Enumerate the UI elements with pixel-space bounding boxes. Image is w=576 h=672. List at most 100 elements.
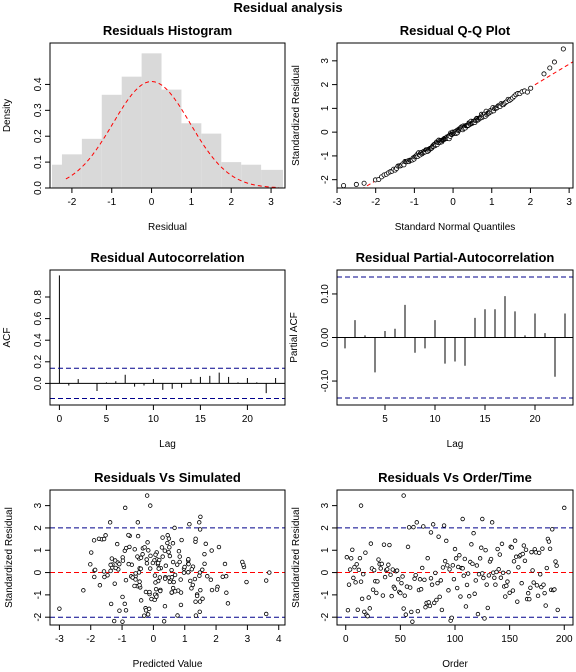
- residual-point: [521, 543, 527, 548]
- x-tick-label: 0: [450, 197, 456, 208]
- x-tick-label: 0: [149, 197, 155, 208]
- residual-point: [479, 545, 484, 550]
- residual-point: [158, 588, 163, 594]
- residual-point: [91, 538, 97, 543]
- residual-point: [423, 605, 428, 610]
- residual-point: [92, 567, 98, 573]
- x-tick-label: -2: [371, 197, 380, 208]
- residual-point: [546, 539, 552, 544]
- residual-point: [504, 583, 509, 589]
- x-tick-label: 15: [195, 414, 207, 425]
- residual-point: [411, 524, 416, 530]
- residual-point: [494, 569, 499, 575]
- residual-point: [152, 597, 157, 603]
- residual-point: [365, 613, 370, 619]
- residual-point: [127, 544, 132, 550]
- residual-point: [457, 553, 462, 558]
- x-tick-label: -2: [67, 197, 76, 208]
- residual-point: [469, 542, 474, 547]
- residual-point: [402, 593, 407, 598]
- residual-point: [405, 544, 411, 550]
- residual-point: [135, 554, 140, 559]
- y-tick-label: 2: [33, 525, 44, 531]
- residual-point: [453, 556, 459, 561]
- residual-point: [477, 556, 483, 561]
- residual-point: [126, 561, 131, 567]
- histogram-bar: [221, 162, 242, 188]
- x-tick-label: 1: [182, 634, 188, 645]
- y-axis-label: Standardized Residual: [291, 65, 302, 166]
- residual-point: [538, 572, 543, 577]
- residual-point: [371, 567, 377, 573]
- y-axis-label: Standardized Residual: [291, 507, 302, 608]
- residual-point: [264, 611, 269, 617]
- residual-point: [153, 552, 158, 557]
- y-tick-label: 0.8: [33, 290, 44, 304]
- residual-point: [57, 606, 62, 611]
- histogram-bar: [261, 169, 284, 188]
- chart-title: Residuals Vs Simulated: [94, 470, 241, 485]
- qq-point: [361, 180, 367, 186]
- residual-point: [179, 537, 184, 543]
- residual-point: [359, 596, 365, 602]
- residual-point: [413, 572, 418, 578]
- residual-point: [422, 577, 427, 583]
- residual-point: [450, 563, 456, 568]
- residual-point: [167, 553, 173, 559]
- residual-point: [169, 575, 175, 580]
- residual-point: [344, 555, 350, 560]
- residual-point: [108, 601, 114, 607]
- residual-point: [553, 559, 558, 564]
- residual-point: [114, 541, 120, 547]
- qq-point: [524, 89, 530, 95]
- residual-point: [148, 553, 153, 559]
- x-tick-label: 5: [104, 414, 110, 425]
- residual-point: [113, 565, 118, 571]
- residual-point: [101, 569, 107, 574]
- residual-point: [375, 579, 380, 584]
- residual-point: [472, 591, 477, 596]
- residual-point: [186, 557, 191, 562]
- residual-point: [520, 551, 525, 557]
- residual-point: [473, 578, 478, 583]
- residual-point: [169, 590, 174, 595]
- residual-point: [178, 577, 183, 582]
- residual-point: [484, 582, 489, 587]
- residual-point: [178, 602, 184, 608]
- residual-point: [480, 516, 485, 522]
- residual-point: [103, 533, 108, 538]
- residual-point: [123, 577, 129, 583]
- y-tick-label: -2: [33, 612, 44, 621]
- residual-point: [368, 541, 374, 546]
- residual-point: [488, 556, 494, 562]
- histogram-bar: [101, 94, 122, 188]
- residual-point: [406, 525, 412, 530]
- residual-point: [107, 520, 113, 525]
- residual-point: [153, 586, 159, 592]
- residual-point: [398, 590, 403, 596]
- residual-point: [449, 615, 454, 621]
- residual-point: [471, 531, 476, 536]
- x-tick-label: 1: [489, 197, 495, 208]
- residual-point: [144, 561, 150, 566]
- residual-point: [202, 551, 207, 557]
- residual-point: [349, 556, 354, 561]
- residual-point: [550, 527, 555, 532]
- plot-frame: [49, 269, 286, 406]
- acf-chart: Residual Autocorrelation 0 5 10 15 20 0.0 0.2 0.…: [2, 250, 286, 450]
- y-tick-label: 0.6: [33, 311, 44, 325]
- residual-point: [138, 566, 143, 571]
- residual-point: [345, 607, 351, 613]
- residual-point: [480, 571, 485, 576]
- residual-point: [148, 566, 153, 571]
- residual-point: [442, 558, 448, 564]
- residual-point: [205, 574, 210, 579]
- histogram-chart: Residuals Histogram -2 -1 0 1 2 3 0.0 0.1 0.2 0.3 0…: [2, 23, 286, 233]
- residual-point: [358, 503, 364, 508]
- residual-point: [428, 530, 434, 535]
- x-tick-label: 5: [382, 414, 388, 425]
- residual-point: [464, 582, 470, 588]
- residual-point: [461, 573, 466, 578]
- residual-point: [161, 619, 167, 624]
- histogram-bar: [141, 53, 162, 188]
